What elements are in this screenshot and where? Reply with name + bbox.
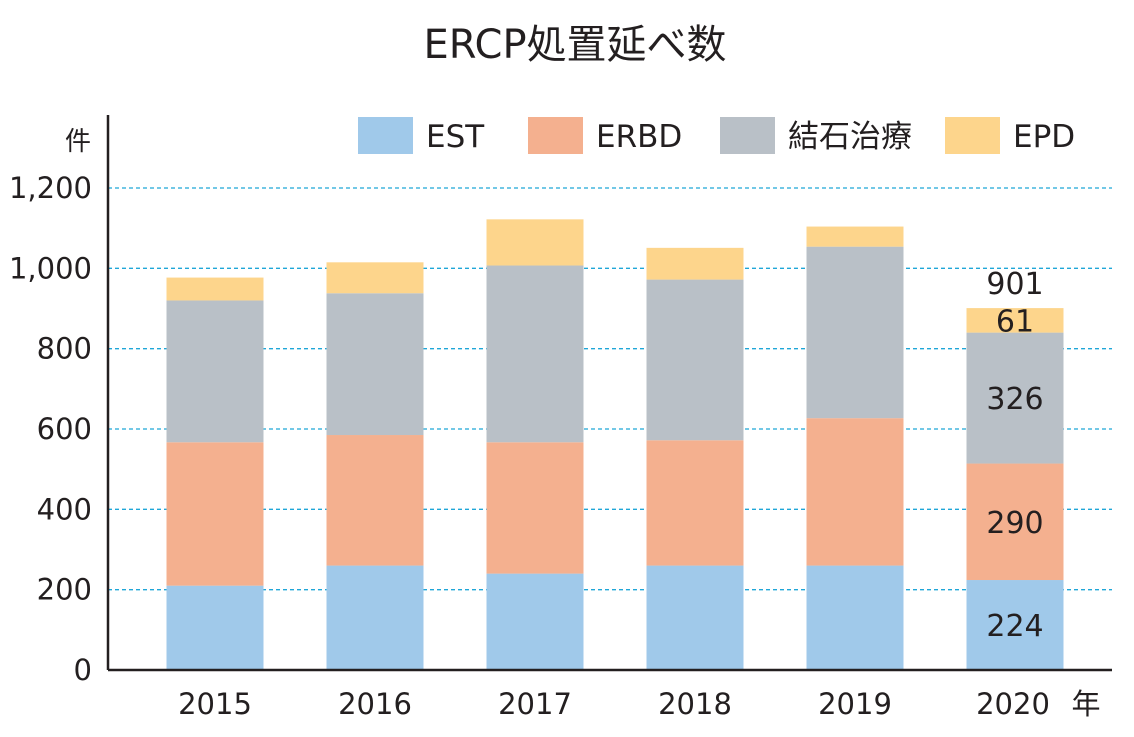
bar-segment: [166, 277, 264, 301]
data-label: 290: [986, 506, 1043, 541]
x-tick-labels: 2015 2016 2017 2018 2019 2020: [178, 687, 1050, 721]
bar-segment: [166, 442, 264, 586]
y-unit-label: 件: [65, 127, 91, 157]
bar-segment: [646, 247, 744, 280]
bar-segment: [326, 262, 424, 294]
legend-swatch: [528, 117, 583, 154]
axes: [106, 115, 1112, 672]
gridlines: [108, 187, 1112, 591]
bar-segment: [486, 442, 584, 574]
data-label: 326: [986, 382, 1043, 417]
legend-swatch: [720, 117, 775, 154]
bars: [166, 219, 1064, 670]
data-label: 61: [996, 304, 1034, 339]
bar-segment: [326, 435, 424, 566]
y-tick-labels: 0 200 400 600 800 1,000 1,200: [9, 171, 92, 687]
y-tick-label: 600: [37, 412, 92, 446]
legend-label: EST: [426, 119, 485, 155]
y-tick-label: 0: [74, 653, 92, 687]
bar-segment: [486, 573, 584, 670]
x-tick-label: 2017: [498, 687, 572, 721]
x-tick-label: 2018: [658, 687, 732, 721]
x-unit-label: 年: [1071, 687, 1100, 721]
bar-segment: [326, 293, 424, 436]
legend-label: 結石治療: [788, 119, 912, 155]
y-tick-label: 800: [37, 332, 92, 366]
legend-label: EPD: [1013, 119, 1075, 155]
x-tick-label: 2015: [178, 687, 252, 721]
bar-segment: [806, 418, 904, 566]
bar-segment: [646, 279, 744, 441]
x-tick-label: 2020: [976, 687, 1050, 721]
bar-segment: [326, 565, 424, 670]
y-tick-label: 400: [37, 492, 92, 526]
bar-segment: [486, 219, 584, 266]
y-tick-label: 1,200: [9, 171, 92, 205]
legend-swatch: [358, 117, 413, 154]
x-tick-label: 2016: [338, 687, 412, 721]
bar-segment: [646, 565, 744, 670]
bar-segment: [966, 308, 1064, 333]
bar-segment: [966, 463, 1064, 581]
data-label: 901: [986, 267, 1043, 302]
legend-label: ERBD: [596, 119, 682, 155]
bar-segment: [806, 226, 904, 247]
legend-swatch: [945, 117, 1000, 154]
bar-segment: [166, 300, 264, 443]
legend: EST ERBD 結石治療 EPD: [358, 117, 1075, 155]
bar-segment: [646, 440, 744, 566]
y-tick-label: 1,000: [9, 251, 92, 285]
chart-title: ERCP処置延べ数: [423, 22, 726, 68]
x-tick-label: 2019: [818, 687, 892, 721]
bar-segment: [806, 565, 904, 670]
data-label: 224: [986, 609, 1043, 644]
bar-segment: [486, 265, 584, 443]
bar-segment: [966, 332, 1064, 464]
y-tick-label: 200: [37, 573, 92, 607]
bar-segment: [966, 580, 1064, 670]
bar-segment: [806, 246, 904, 419]
bar-segment: [166, 585, 264, 670]
